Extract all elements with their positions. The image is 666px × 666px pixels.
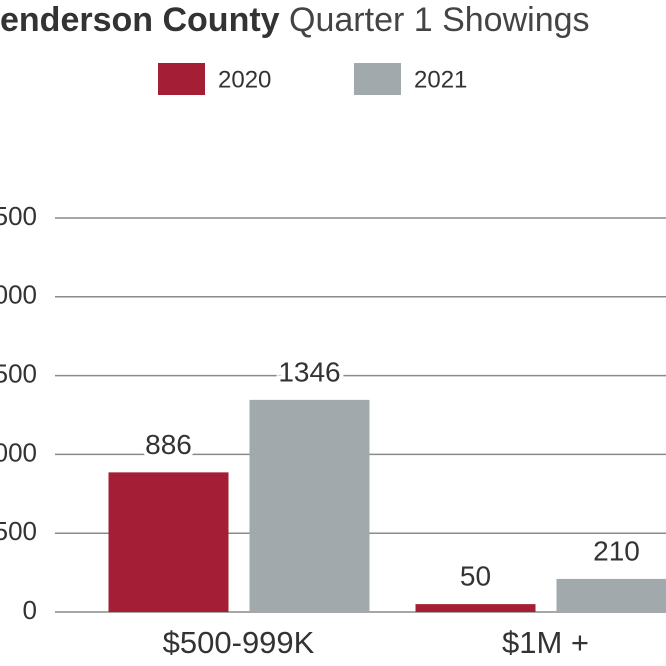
- y-tick-label: 2500: [0, 201, 37, 231]
- bar: [556, 578, 666, 612]
- value-label: 1346: [278, 356, 340, 387]
- bar: [415, 604, 536, 612]
- legend-swatch: [354, 63, 401, 95]
- y-tick-label: 500: [0, 516, 37, 546]
- y-tick-label: 1500: [0, 358, 37, 388]
- value-label: 886: [145, 429, 192, 460]
- title-rest: Quarter 1 Showings: [289, 1, 590, 39]
- value-label: 210: [593, 535, 640, 566]
- chart-title: enderson County Quarter 1 Showings: [0, 1, 590, 39]
- title-bold: enderson County: [0, 1, 280, 39]
- legend-label: 2021: [414, 66, 467, 93]
- y-tick-label: 1000: [0, 437, 37, 467]
- x-tick-label: $500-999K: [163, 625, 315, 660]
- x-tick-label: $1M +: [502, 625, 589, 660]
- y-tick-label: 0: [23, 595, 37, 625]
- bar: [249, 399, 370, 612]
- y-tick-label: 2000: [0, 280, 37, 310]
- legend-swatch: [158, 63, 205, 95]
- value-label: 50: [460, 561, 491, 592]
- bar: [108, 472, 229, 612]
- legend-label: 2020: [218, 66, 271, 93]
